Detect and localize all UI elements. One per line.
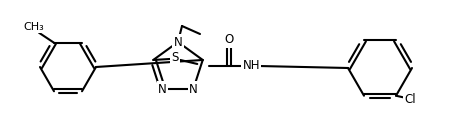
- Text: CH₃: CH₃: [24, 22, 44, 32]
- Text: Cl: Cl: [404, 93, 416, 106]
- Text: N: N: [189, 83, 198, 95]
- Text: S: S: [171, 52, 179, 64]
- Text: N: N: [174, 36, 182, 48]
- Text: O: O: [225, 33, 234, 46]
- Text: NH: NH: [243, 60, 260, 73]
- Text: N: N: [159, 83, 167, 95]
